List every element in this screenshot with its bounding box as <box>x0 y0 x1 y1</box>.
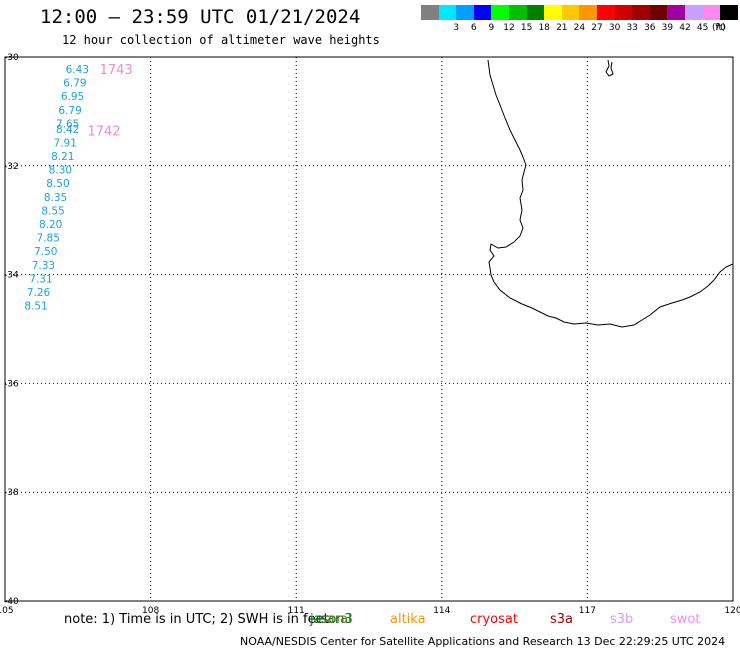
wave-height-value: 6.79 <box>58 105 81 117</box>
lon-tick-label: 120 <box>724 606 740 616</box>
wave-height-value: 8.35 <box>44 192 67 204</box>
wave-height-value: 7.31 <box>29 273 52 285</box>
satellite-label-jason3: jason3 <box>310 612 353 627</box>
legend-label: 6 <box>470 23 477 33</box>
satellite-label-s3a: s3a <box>550 612 574 627</box>
wave-height-value: 8.50 <box>46 178 69 190</box>
page-title: 12:00 — 23:59 UTC 01/21/2024 <box>40 6 361 28</box>
legend-label: 42 <box>679 23 691 33</box>
legend-swatch <box>614 5 633 20</box>
wave-height-value: 8.51 <box>24 301 47 313</box>
wave-height-value: 7.33 <box>32 260 55 272</box>
satellite-label-altika: altika <box>390 612 426 627</box>
legend-label: 70 <box>714 23 726 33</box>
grid-lines <box>5 57 733 601</box>
legend-label: 39 <box>661 23 674 33</box>
legend-label: 18 <box>538 23 550 33</box>
legend-swatch <box>421 5 439 20</box>
legend-swatch <box>438 5 457 20</box>
wave-height-value: 6.79 <box>63 78 86 90</box>
legend-swatch <box>685 5 703 20</box>
lon-tick-label: 111 <box>288 606 305 616</box>
legend-swatch <box>456 5 474 20</box>
wave-height-value: 7.91 <box>54 137 77 149</box>
legend-swatch <box>473 5 492 20</box>
legend-label: 27 <box>591 23 603 33</box>
pass-number-label: 1742 <box>88 124 121 139</box>
footer-credit: NOAA/NESDIS Center for Satellite Applica… <box>240 635 726 648</box>
wave-height-value: 7.50 <box>34 246 57 258</box>
wave-height-value: 6.95 <box>61 91 84 103</box>
legend-swatch <box>667 5 685 20</box>
legend-label: 15 <box>520 23 533 33</box>
wave-height-value: 8.30 <box>49 165 72 177</box>
axis-ticks: 105 108 111 114 117 120 -30 -32 -34 -36 -38 -40 <box>0 53 740 616</box>
wave-height-value: 8.55 <box>41 205 64 217</box>
coastline-island <box>605 59 614 77</box>
lon-tick-label: 105 <box>0 606 14 616</box>
legend-swatch <box>509 5 527 20</box>
lat-tick-label: -34 <box>4 271 19 281</box>
lat-tick-label: -38 <box>4 488 19 498</box>
map-frame <box>4 56 734 602</box>
legend-swatch <box>491 5 509 20</box>
pass-labels: 1743 1742 <box>88 63 133 139</box>
legend-swatch <box>702 5 721 20</box>
legend-swatch <box>720 5 738 20</box>
wave-height-value: 6.43 <box>66 64 89 76</box>
observation-labels: 6.436.796.956.797.658.427.918.218.308.50… <box>24 64 89 313</box>
satellite-label-swot: swot <box>670 612 701 627</box>
legend-label: 3 <box>453 23 460 33</box>
lon-tick-label: 108 <box>142 606 159 616</box>
wave-height-value: 7.85 <box>37 233 60 245</box>
satellite-label-s3b: s3b <box>610 612 634 627</box>
lat-tick-label: -36 <box>4 379 19 389</box>
legend-label: 21 <box>556 23 568 33</box>
legend-swatch <box>544 5 562 20</box>
coastline-australia-southwest <box>487 59 734 328</box>
legend-swatch <box>632 5 650 20</box>
wave-height-value: 8.21 <box>51 151 74 163</box>
legend-label: 33 <box>626 23 638 33</box>
legend-label: 12 <box>503 23 515 33</box>
wave-height-value: 8.20 <box>39 219 62 231</box>
wave-height-value: 8.42 <box>56 124 79 136</box>
wave-height-value: 7.26 <box>27 287 51 299</box>
lat-tick-label: -32 <box>4 162 19 172</box>
legend-label: 36 <box>644 23 656 33</box>
legend-label: 45 <box>696 23 709 33</box>
legend-label: 30 <box>608 23 621 33</box>
satellite-label-cryosat: cryosat <box>470 612 518 627</box>
legend-label: 24 <box>573 23 586 33</box>
legend-swatch <box>597 5 615 20</box>
satellite-label-saral: saral <box>320 612 352 627</box>
page-subtitle: 12 hour collection of altimeter wave hei… <box>62 33 380 47</box>
lon-tick-label: 114 <box>433 606 450 616</box>
lon-tick-label: 117 <box>579 606 596 616</box>
legend-swatch <box>561 5 580 20</box>
lat-tick-label: -30 <box>4 53 19 63</box>
lat-tick-label: -40 <box>4 597 19 607</box>
wave-height-value: 7.65 <box>56 118 79 130</box>
legend-label: 9 <box>488 23 495 33</box>
legend-swatch <box>649 5 668 20</box>
legend-unit-label: (ft) <box>712 23 726 33</box>
legend-swatch <box>526 5 545 20</box>
footer-note: note: 1) Time is in UTC; 2) SWH is in fe… <box>64 612 329 627</box>
pass-number-label: 1743 <box>100 63 133 78</box>
legend-swatch <box>579 5 597 20</box>
